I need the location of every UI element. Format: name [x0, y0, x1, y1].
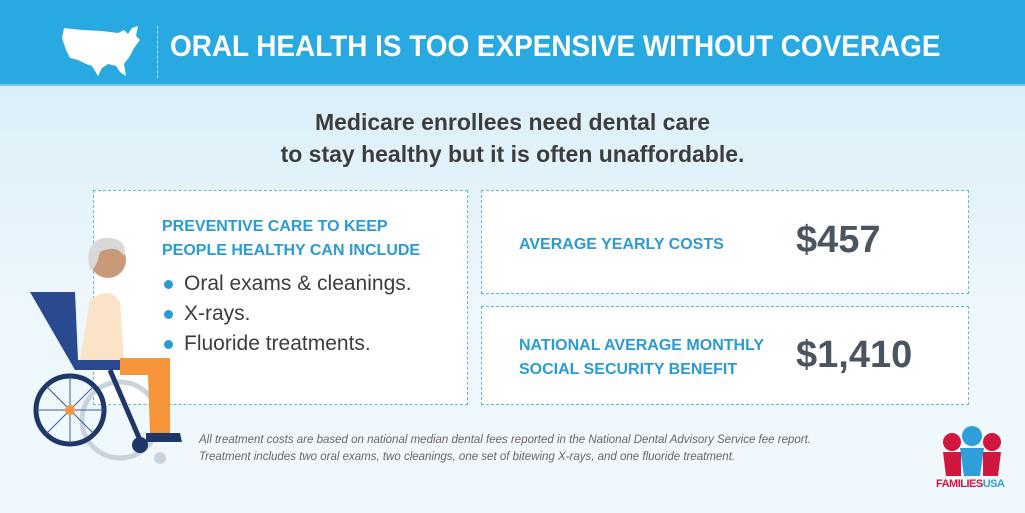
list-item: Oral exams & cleanings. [162, 269, 467, 299]
ss-benefit-box: NATIONAL AVERAGE MONTHLY SOCIAL SECURITY… [481, 306, 969, 405]
header-divider [157, 26, 158, 78]
families-usa-logo-text: FAMILIESUSA [936, 478, 1005, 490]
families-usa-logo-icon [943, 426, 1001, 476]
yearly-costs-value: $457 [796, 219, 881, 261]
footnote-line-1: All treatment costs are based on nationa… [199, 434, 811, 446]
footnote-line-2: Treatment includes two oral exams, two c… [199, 451, 736, 463]
yearly-costs-box: AVERAGE YEARLY COSTS $457 [481, 190, 969, 294]
yearly-costs-label: AVERAGE YEARLY COSTS [519, 236, 724, 253]
subtitle: Medicare enrollees need dental care to s… [0, 106, 1025, 170]
list-item: Fluoride treatments. [162, 329, 467, 359]
subtitle-line-1: Medicare enrollees need dental care [314, 109, 710, 135]
logo-part-2: USA [982, 478, 1005, 490]
preventive-list: Oral exams & cleanings. X-rays. Fluoride… [162, 269, 467, 359]
preventive-heading-1: PREVENTIVE CARE TO KEEP [162, 218, 388, 235]
us-map-icon [62, 26, 140, 76]
ss-benefit-label-2: SOCIAL SECURITY BENEFIT [519, 361, 738, 378]
page-title: ORAL HEALTH IS TOO EXPENSIVE WITHOUT COV… [170, 30, 941, 63]
footnote: All treatment costs are based on nationa… [199, 432, 811, 466]
header-banner: ORAL HEALTH IS TOO EXPENSIVE WITHOUT COV… [0, 0, 1025, 86]
preventive-heading-2: PEOPLE HEALTHY CAN INCLUDE [162, 242, 421, 259]
subtitle-line-2: to stay healthy but it is often unafford… [280, 141, 745, 167]
ss-benefit-label-1: NATIONAL AVERAGE MONTHLY [519, 337, 765, 354]
senior-wheelchair-illustration [30, 237, 182, 464]
logo-part-1: FAMILIES [936, 478, 983, 490]
ss-benefit-value: $1,410 [796, 334, 913, 376]
list-item: X-rays. [162, 299, 467, 329]
